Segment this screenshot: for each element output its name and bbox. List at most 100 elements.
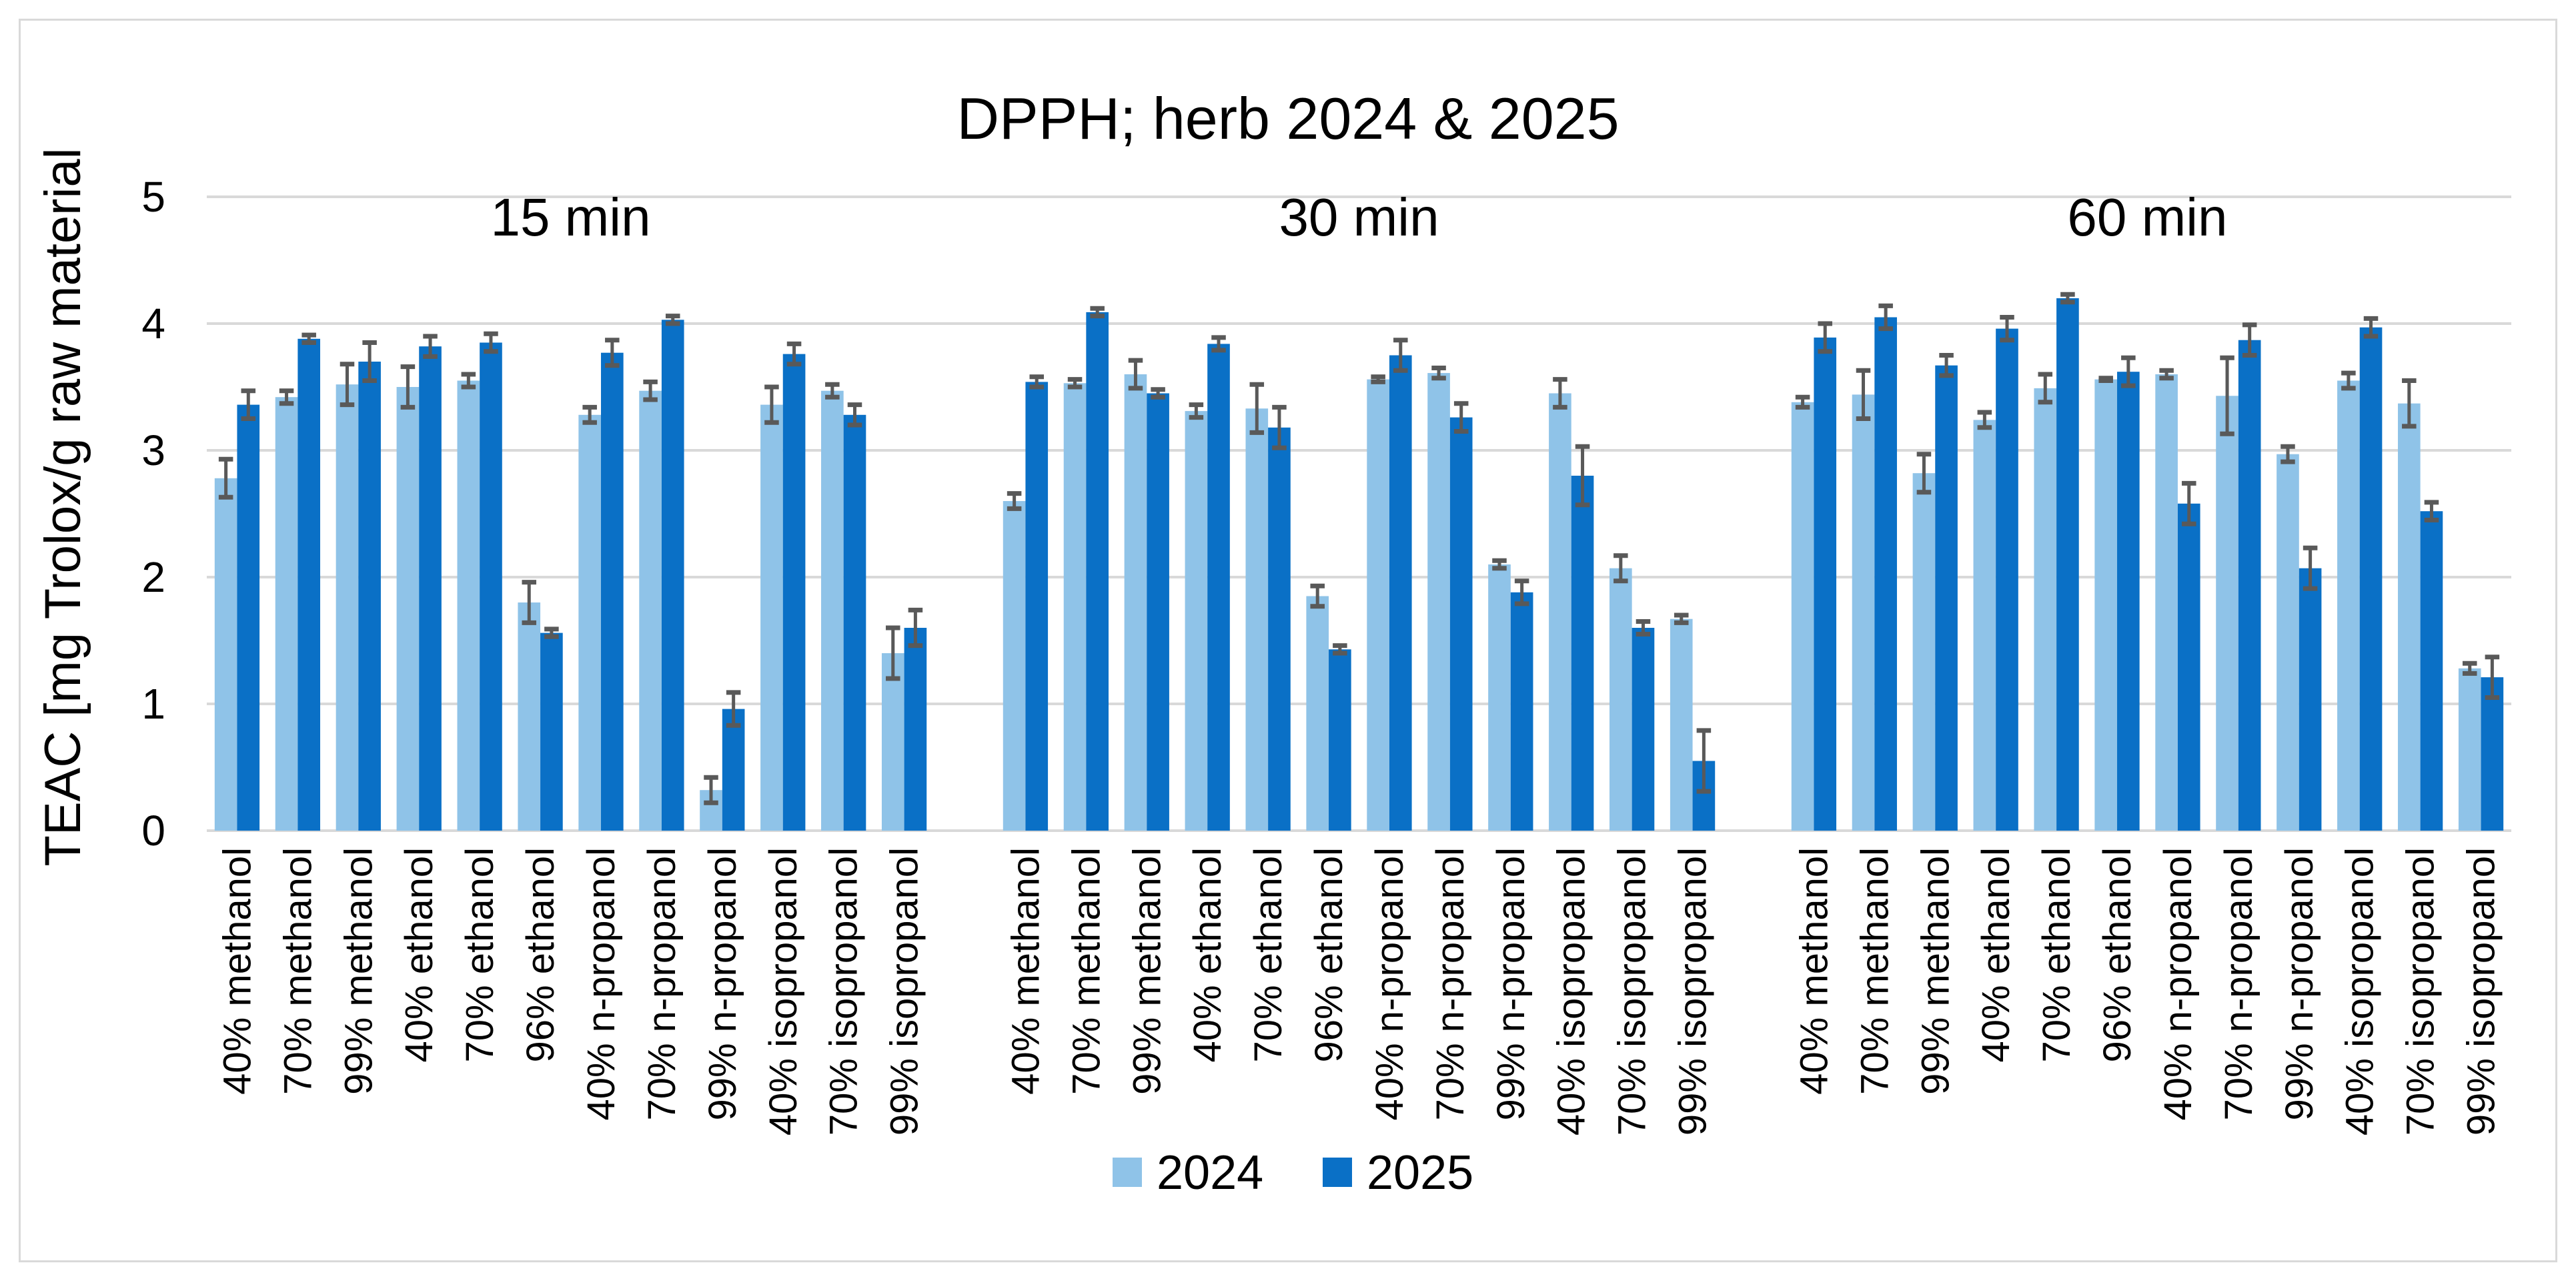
x-tick-label: 40% isopropanol xyxy=(2339,847,2382,1136)
x-tick-label: 99% isopropanol xyxy=(2460,847,2503,1136)
group-label: 30 min xyxy=(1279,187,1439,247)
error-bar xyxy=(301,332,316,345)
bar-15min-2025-3 xyxy=(419,346,442,831)
error-bar xyxy=(1514,578,1529,606)
x-tick-label: 99% isopropanol xyxy=(883,847,926,1136)
legend: 2024 2025 xyxy=(1113,1146,1473,1200)
bar-60min-2025-11 xyxy=(2481,677,2504,831)
bar-60min-2025-7 xyxy=(2238,340,2261,831)
bar-15min-2024-2 xyxy=(336,384,359,831)
bar-60min-2024-4 xyxy=(2034,388,2057,831)
group-label: 15 min xyxy=(490,187,650,247)
bar-30min-2024-6 xyxy=(1367,379,1389,831)
error-bar xyxy=(1371,374,1385,384)
bar-60min-2025-0 xyxy=(1814,337,1837,831)
bar-30min-2025-9 xyxy=(1571,476,1594,831)
x-tick-label: 40% isopropanol xyxy=(1550,847,1593,1136)
bar-30min-2025-4 xyxy=(1268,427,1291,831)
legend-label: 2024 xyxy=(1157,1146,1263,1200)
bar-15min-2024-10 xyxy=(821,390,844,831)
bar-30min-2024-4 xyxy=(1245,408,1269,831)
error-bar xyxy=(2242,322,2257,358)
error-bar xyxy=(340,362,355,408)
error-bar xyxy=(1939,353,1954,378)
bar-30min-2024-7 xyxy=(1427,373,1450,831)
bar-60min-2025-6 xyxy=(2177,503,2200,831)
error-bar xyxy=(241,388,256,421)
error-bar xyxy=(1674,612,1689,625)
error-bar xyxy=(847,402,862,428)
bar-30min-2024-2 xyxy=(1124,374,1147,831)
bar-60min-2025-10 xyxy=(2420,511,2443,831)
error-bar xyxy=(2181,480,2196,526)
y-tick-label: 3 xyxy=(141,426,165,474)
error-bar xyxy=(1128,358,1143,391)
bar-30min-2025-3 xyxy=(1207,344,1230,831)
bar-15min-2025-8 xyxy=(722,709,745,831)
bar-60min-2024-5 xyxy=(2094,379,2118,831)
legend-swatch-2024 xyxy=(1113,1158,1142,1187)
error-bar xyxy=(423,334,438,359)
x-tick-label: 40% n-propanol xyxy=(2156,847,2200,1121)
y-tick-label: 0 xyxy=(141,807,165,855)
bar-15min-2024-9 xyxy=(760,404,783,831)
error-bar xyxy=(764,384,779,425)
bar-60min-2025-3 xyxy=(1996,328,2018,831)
bar-30min-2025-6 xyxy=(1389,355,1412,831)
x-tick-label: 70% n-propanol xyxy=(640,847,684,1121)
bar-30min-2024-3 xyxy=(1185,411,1208,831)
bar-60min-2024-10 xyxy=(2397,403,2421,831)
bar-60min-2024-0 xyxy=(1791,402,1814,831)
error-bar xyxy=(522,580,537,625)
error-bar xyxy=(400,364,416,410)
bar-30min-2024-5 xyxy=(1306,596,1329,831)
error-bar xyxy=(605,338,620,368)
error-bar xyxy=(1795,394,1810,410)
error-bar xyxy=(2060,292,2075,305)
bar-60min-2024-8 xyxy=(2277,454,2299,831)
bar-30min-2024-11 xyxy=(1670,618,1693,831)
x-tick-label: 40% methanol xyxy=(1004,847,1047,1095)
bar-15min-2025-9 xyxy=(782,354,806,831)
x-tick-label: 70% methanol xyxy=(276,847,319,1095)
y-tick-label: 5 xyxy=(141,173,165,221)
error-bar xyxy=(1151,387,1165,400)
error-bar xyxy=(1393,338,1408,373)
x-tick-label: 70% ethanol xyxy=(458,847,502,1062)
error-bar xyxy=(218,456,233,500)
chart-title: DPPH; herb 2024 & 2025 xyxy=(956,85,1619,151)
x-tick-label: 96% ethanol xyxy=(2096,847,2139,1062)
error-bar xyxy=(1453,401,1469,434)
error-bar xyxy=(1818,321,1832,354)
bar-15min-2025-4 xyxy=(480,342,502,831)
error-bar xyxy=(2159,368,2174,381)
error-bar xyxy=(2485,655,2500,700)
y-tick-label: 2 xyxy=(141,553,165,601)
error-bar xyxy=(1333,643,1347,656)
y-tick-label: 1 xyxy=(141,680,165,728)
error-bar xyxy=(1696,728,1712,794)
bar-15min-2025-5 xyxy=(540,632,563,831)
error-bar xyxy=(2038,372,2053,405)
error-bar xyxy=(786,341,802,367)
x-tick-label: 70% methanol xyxy=(1853,847,1896,1095)
bar-15min-2024-11 xyxy=(881,653,904,831)
error-bar xyxy=(2462,661,2477,676)
error-bar xyxy=(1575,444,1590,508)
x-tick-label: 70% isopropanol xyxy=(1611,847,1654,1136)
error-bar xyxy=(484,331,498,354)
error-bar xyxy=(2098,376,2113,383)
x-tick-label: 99% methanol xyxy=(337,847,380,1095)
x-tick-label: 99% methanol xyxy=(1125,847,1169,1095)
bar-30min-2025-1 xyxy=(1086,312,1109,831)
bar-15min-2025-2 xyxy=(358,362,381,831)
bar-30min-2024-8 xyxy=(1488,564,1511,831)
bar-15min-2024-4 xyxy=(457,380,480,831)
error-bar xyxy=(1310,583,1325,609)
error-bar xyxy=(2363,316,2379,339)
x-tick-label: 40% ethanol xyxy=(1186,847,1229,1062)
error-bar xyxy=(1029,374,1045,390)
bar-60min-2024-6 xyxy=(2155,374,2178,831)
error-bar xyxy=(1272,404,1287,450)
